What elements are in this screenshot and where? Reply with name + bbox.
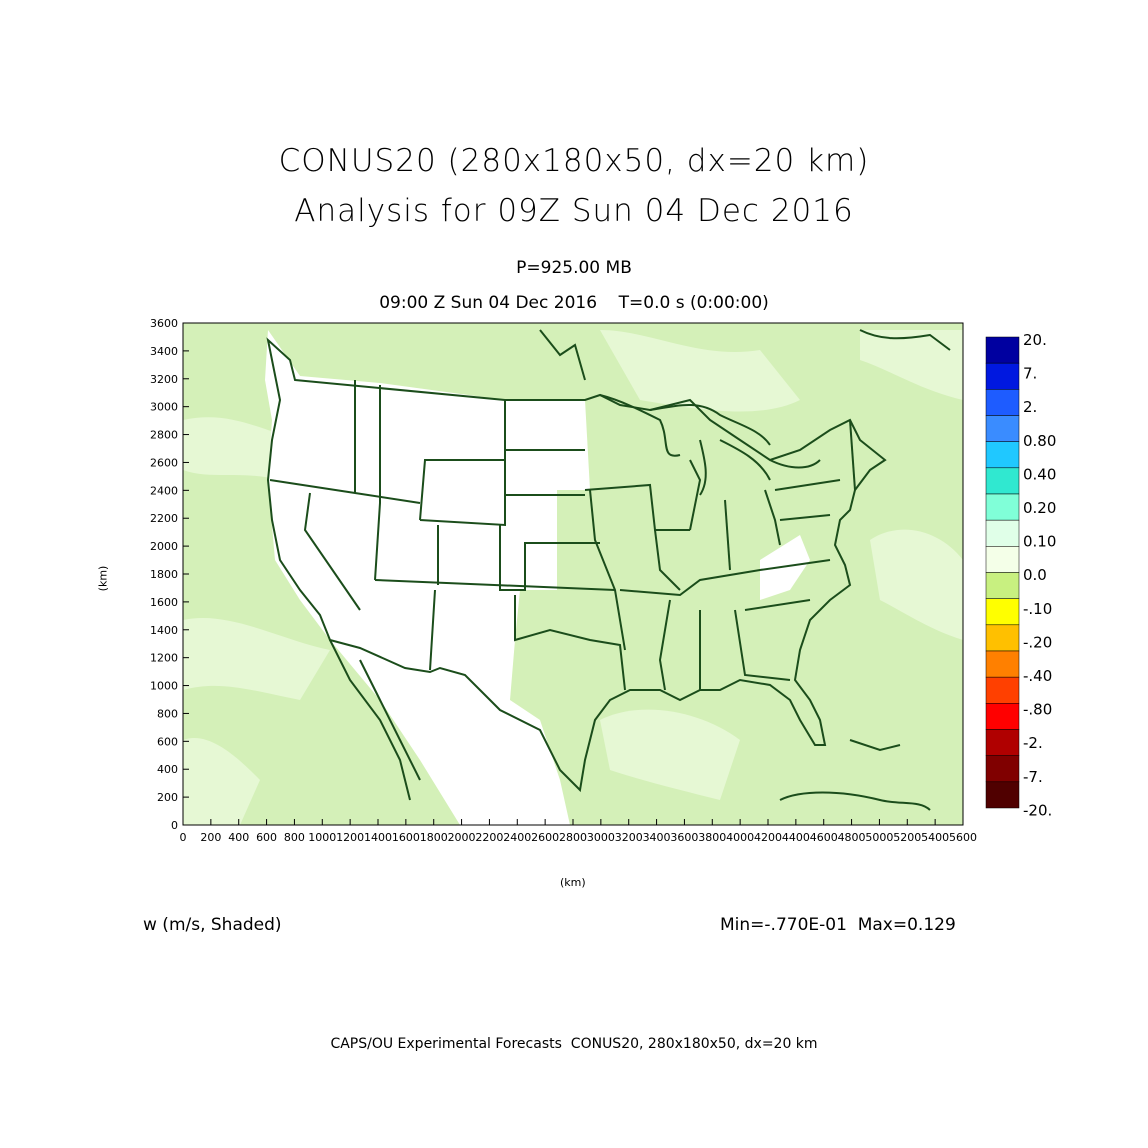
legend-swatch	[985, 493, 1020, 521]
y-tick-label: 1600	[150, 596, 178, 609]
legend-swatch	[985, 624, 1020, 652]
chart-title-line1: CONUS20 (280x180x50, dx=20 km)	[278, 143, 870, 179]
y-tick-label: 200	[157, 791, 178, 804]
valid-time: 09:00 Z Sun 04 Dec 2016 T=0.0 s (0:00:00…	[379, 293, 769, 313]
x-tick-label: 5000	[865, 831, 893, 844]
color-legend: 20. 7. 2. 0.80 0.40 0.20 0.10 0.0 -.10 -.20 -.40 -.…	[985, 331, 1056, 819]
legend-swatch	[985, 467, 1020, 495]
land-near-zero-region	[265, 330, 590, 825]
x-tick-label: 1800	[420, 831, 448, 844]
chart-title-line2: Analysis for 09Z Sun 04 Dec 2016	[294, 193, 854, 229]
y-tick-label: 1200	[150, 652, 178, 665]
legend-label: 7.	[1023, 365, 1037, 383]
y-tick-label: 2600	[150, 456, 178, 469]
pressure-level: P=925.00 MB	[516, 258, 632, 278]
y-axis-label: (km)	[96, 565, 110, 592]
x-tick-label: 5200	[893, 831, 921, 844]
legend-label: 0.10	[1023, 533, 1056, 551]
x-tick-label: 800	[284, 831, 305, 844]
y-tick-label: 1800	[150, 568, 178, 581]
x-tick-label: 5600	[949, 831, 977, 844]
x-tick-label: 3600	[670, 831, 698, 844]
legend-label: 0.0	[1023, 566, 1047, 584]
legend-label: -.10	[1023, 600, 1052, 618]
legend-swatch	[985, 676, 1020, 704]
legend-label: 0.40	[1023, 465, 1056, 483]
x-tick-label: 2800	[559, 831, 587, 844]
x-tick-label: 2400	[503, 831, 531, 844]
y-axis-ticks: 0 200 400 600 800 1000 1200 1400 1600 1800 2000 220…	[150, 317, 189, 832]
legend-swatch	[985, 546, 1020, 573]
x-tick-label: 4200	[754, 831, 782, 844]
x-tick-label: 2000	[448, 831, 476, 844]
legend-label: 2.	[1023, 398, 1037, 416]
legend-label: -7.	[1023, 768, 1043, 786]
x-tick-label: 3200	[615, 831, 643, 844]
legend-swatch	[985, 336, 1020, 364]
x-tick-label: 4400	[782, 831, 810, 844]
field-stats: Min=-.770E-01 Max=0.129	[720, 915, 956, 935]
x-tick-label: 3000	[587, 831, 615, 844]
legend-label: -.80	[1023, 701, 1052, 719]
footer-caption: CAPS/OU Experimental Forecasts CONUS20, …	[330, 1036, 818, 1052]
x-tick-label: 0	[180, 831, 187, 844]
y-tick-label: 0	[171, 819, 178, 832]
y-tick-label: 3000	[150, 401, 178, 414]
x-tick-label: 200	[200, 831, 221, 844]
y-tick-label: 3600	[150, 317, 178, 330]
legend-swatch	[985, 729, 1020, 756]
x-tick-label: 1200	[336, 831, 364, 844]
legend-swatch	[985, 781, 1020, 809]
legend-label: -.20	[1023, 633, 1052, 651]
legend-swatch	[985, 389, 1020, 416]
legend-swatch	[985, 362, 1020, 390]
x-tick-label: 2600	[531, 831, 559, 844]
state-boundaries	[266, 337, 887, 793]
legend-swatch	[985, 703, 1020, 730]
legend-swatch	[985, 519, 1020, 547]
legend-swatch	[985, 650, 1020, 678]
x-axis-label: (km)	[560, 876, 586, 889]
great-lakes-coastline	[329, 329, 951, 811]
legend-label: -20.	[1023, 801, 1052, 819]
y-tick-label: 1400	[150, 624, 178, 637]
y-tick-label: 2000	[150, 540, 178, 553]
legend-label: 0.80	[1023, 432, 1056, 450]
x-tick-label: 3400	[643, 831, 671, 844]
y-tick-label: 600	[157, 735, 178, 748]
y-tick-label: 2200	[150, 512, 178, 525]
land-near-zero-region-east	[760, 535, 810, 600]
y-tick-label: 400	[157, 763, 178, 776]
legend-label: -.40	[1023, 667, 1052, 685]
y-tick-label: 2800	[150, 429, 178, 442]
y-tick-label: 1000	[150, 680, 178, 693]
y-tick-label: 3200	[150, 373, 178, 386]
field-label: w (m/s, Shaded)	[143, 915, 282, 935]
x-tick-label: 4600	[810, 831, 838, 844]
x-tick-label: 400	[228, 831, 249, 844]
field-patches	[183, 330, 963, 825]
legend-swatch	[985, 572, 1020, 599]
x-tick-label: 1000	[308, 831, 336, 844]
y-tick-label: 2400	[150, 484, 178, 497]
x-tick-label: 600	[256, 831, 277, 844]
x-tick-label: 1600	[392, 831, 420, 844]
legend-swatch	[985, 415, 1020, 442]
y-tick-label: 800	[157, 707, 178, 720]
legend-label: 20.	[1023, 331, 1047, 349]
y-tick-label: 3400	[150, 345, 178, 358]
legend-swatch	[985, 755, 1020, 783]
x-tick-label: 4800	[838, 831, 866, 844]
legend-label: 0.20	[1023, 499, 1056, 517]
legend-label: -2.	[1023, 734, 1043, 752]
x-axis-ticks: 0 200 400 600 800 1000 1200 1400 1600 1800 2000 220…	[180, 819, 977, 844]
legend-swatch	[985, 441, 1020, 469]
legend-swatch	[985, 598, 1020, 626]
x-tick-label: 2200	[475, 831, 503, 844]
x-tick-label: 3800	[698, 831, 726, 844]
x-tick-label: 5400	[921, 831, 949, 844]
x-tick-label: 1400	[364, 831, 392, 844]
x-tick-label: 4000	[726, 831, 754, 844]
